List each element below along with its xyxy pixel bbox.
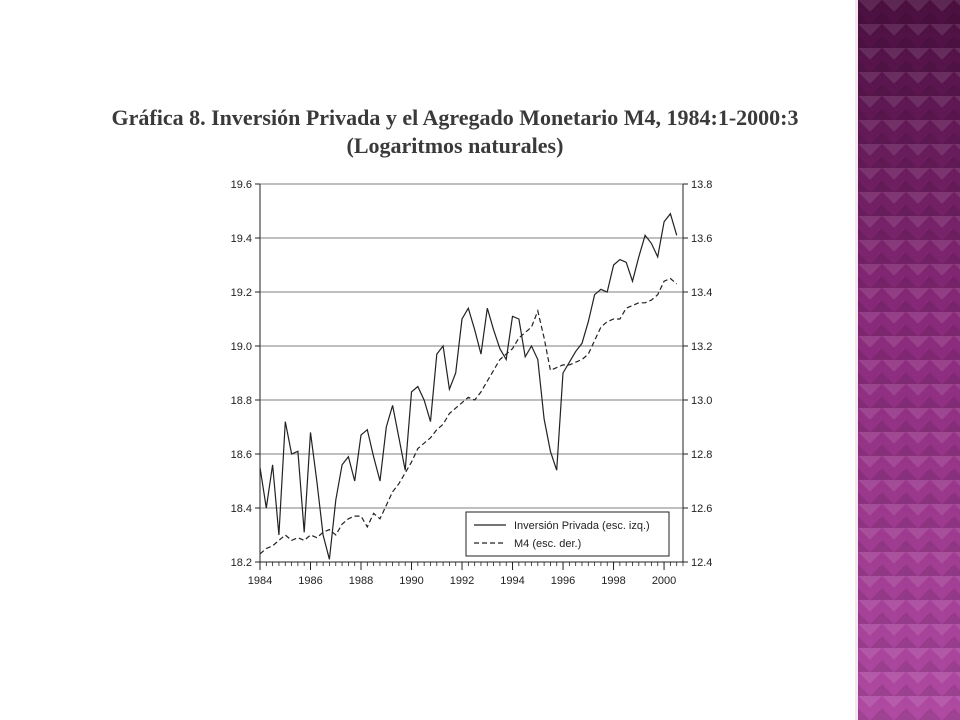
left-tick-label: 18.6: [231, 449, 252, 461]
decorative-side-panel: [855, 0, 960, 720]
series-line-m4: [259, 277, 678, 555]
x-tick-label: 1984: [248, 575, 272, 587]
x-tick-label: 1986: [298, 575, 322, 587]
left-tick-label: 19.4: [231, 233, 252, 245]
x-tick-label: 1990: [399, 575, 423, 587]
line-chart: 18.2 18.4 18.6 18.8 19.0 19.2 19.4 19.6 12.4 12.6…: [231, 179, 713, 587]
legend-box: [465, 511, 670, 557]
chart-title: Gráfica 8. Inversión Privada y el Agrega…: [111, 105, 799, 130]
legend-label: M4 (esc. der.): [514, 538, 581, 550]
chart-title-block: Gráfica 8. Inversión Privada y el Agrega…: [110, 104, 800, 160]
left-tick-label: 18.2: [231, 557, 252, 569]
legend-label: Inversión Privada (esc. izq.): [514, 520, 650, 532]
chart-subtitle: (Logaritmos naturales): [346, 133, 564, 158]
right-tick-label: 13.0: [691, 395, 712, 407]
x-tick-label: 1996: [551, 575, 575, 587]
x-tick-label: 2000: [652, 575, 676, 587]
left-tick-label: 18.4: [231, 503, 252, 515]
x-tick-label: 1994: [500, 575, 524, 587]
right-tick-label: 12.4: [691, 557, 712, 569]
series-line-inversion: [259, 212, 678, 560]
left-tick-label: 19.6: [231, 179, 252, 191]
right-tick-label: 12.6: [691, 503, 712, 515]
right-tick-label: 13.2: [691, 341, 712, 353]
x-tick-label: 1992: [450, 575, 474, 587]
slide-canvas: [0, 0, 855, 720]
left-tick-label: 19.2: [231, 287, 252, 299]
right-tick-label: 13.4: [691, 287, 712, 299]
right-tick-label: 13.6: [691, 233, 712, 245]
left-tick-label: 19.0: [231, 341, 252, 353]
x-tick-label: 1988: [349, 575, 373, 587]
right-tick-label: 12.8: [691, 449, 712, 461]
x-tick-label: 1998: [601, 575, 625, 587]
left-tick-label: 18.8: [231, 395, 252, 407]
right-tick-label: 13.8: [691, 179, 712, 191]
